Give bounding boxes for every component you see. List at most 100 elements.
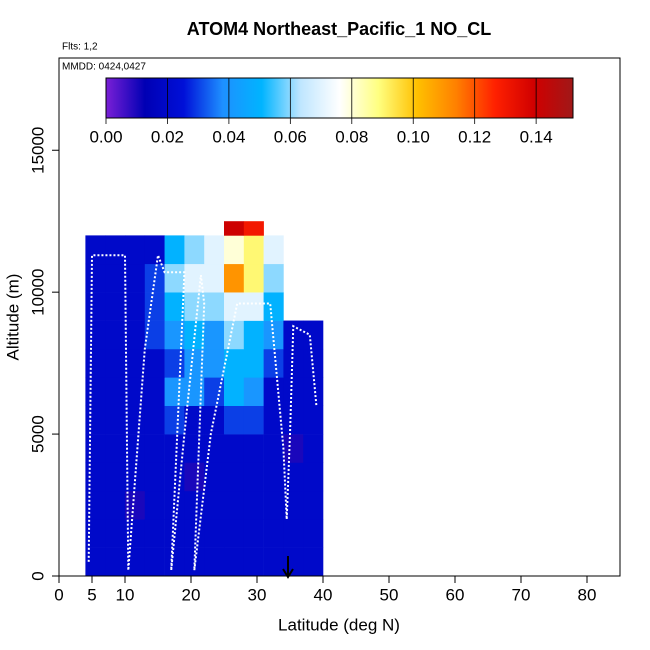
heatmap-cell — [164, 434, 185, 463]
heatmap-cell — [105, 434, 126, 463]
heatmap-cell — [144, 348, 165, 378]
heatmap-cell — [144, 547, 165, 577]
x-tick-label: 60 — [446, 585, 465, 604]
heatmap-cell — [125, 377, 146, 406]
heatmap-cell — [263, 462, 284, 492]
heatmap-cell — [164, 490, 185, 520]
heatmap-cell — [164, 348, 185, 378]
heatmap-cell — [303, 519, 324, 548]
heatmap-cell — [224, 348, 245, 378]
chart-title: ATOM4 Northeast_Pacific_1 NO_CL — [187, 19, 491, 39]
heatmap-cell — [105, 292, 126, 321]
heatmap-cell — [85, 348, 106, 378]
heatmap-cell — [224, 462, 245, 492]
heatmap-cell — [105, 405, 126, 435]
x-tick-label: 40 — [314, 585, 333, 604]
heatmap-cell — [243, 292, 264, 321]
heatmap-cell — [144, 377, 165, 406]
heatmap-cell — [243, 434, 264, 463]
heatmap-cell — [105, 547, 126, 577]
heatmap-cell — [224, 490, 245, 520]
heatmap-cell — [303, 490, 324, 520]
heatmap-cell — [243, 519, 264, 548]
heatmap-cell — [105, 348, 126, 378]
heatmap-cell — [105, 263, 126, 293]
colorbar-tick-label: 0.10 — [397, 127, 430, 146]
colorbar-tick-label: 0.02 — [151, 127, 184, 146]
heatmap-cell — [283, 348, 304, 378]
heatmap-cell — [243, 547, 264, 577]
y-tick-label: 10000 — [28, 269, 47, 316]
heatmap-cell — [85, 519, 106, 548]
heatmap-cell — [164, 377, 185, 406]
heatmap-cell — [164, 263, 185, 293]
heatmap-cell — [224, 405, 245, 435]
heatmap-cell — [263, 434, 284, 463]
heatmap-cell — [85, 405, 106, 435]
heatmap-cell — [224, 547, 245, 577]
heatmap-cell — [184, 235, 205, 265]
heatmap-cell — [204, 547, 225, 577]
heatmap-cell — [85, 547, 106, 577]
heatmap-cell — [85, 377, 106, 406]
heatmap-cell — [105, 320, 126, 350]
heatmap-cell — [85, 263, 106, 293]
heatmap-cell — [85, 490, 106, 520]
heatmap-cell — [263, 547, 284, 577]
heatmap-cell — [303, 320, 324, 350]
heatmap-cell — [204, 292, 225, 321]
heatmap-cell — [224, 519, 245, 548]
heatmap-cell — [224, 292, 245, 321]
heatmap-cell — [243, 235, 264, 265]
x-tick-label: 50 — [380, 585, 399, 604]
heatmap-cell — [263, 519, 284, 548]
heatmap-cell — [125, 405, 146, 435]
heatmap-cell — [263, 263, 284, 293]
x-tick-label: 10 — [116, 585, 135, 604]
heatmap-cell — [224, 263, 245, 293]
heatmap-cell — [164, 547, 185, 577]
heatmap-cell — [144, 292, 165, 321]
colorbar-tick-label: 0.12 — [458, 127, 491, 146]
heatmap-cell — [125, 292, 146, 321]
heatmap-cell — [224, 434, 245, 463]
arrow — [282, 556, 294, 579]
heatmap-cell — [204, 377, 225, 406]
heatmap-cell — [125, 235, 146, 265]
heatmap-cell — [263, 235, 284, 265]
heatmap-cell — [125, 320, 146, 350]
heatmap-cell — [263, 292, 284, 321]
heatmap-cell — [105, 519, 126, 548]
heatmap-cell — [263, 405, 284, 435]
heatmap-cell — [125, 263, 146, 293]
heatmap-cell — [144, 434, 165, 463]
heatmap-cell — [263, 490, 284, 520]
heatmap-cell — [144, 235, 165, 265]
heatmap-cell — [243, 377, 264, 406]
heatmap-cell — [105, 235, 126, 265]
heatmap-cell — [85, 434, 106, 463]
y-tick-label: 5000 — [28, 415, 47, 453]
heatmap-cell — [164, 405, 185, 435]
heatmap-cell — [204, 462, 225, 492]
heatmap-cell — [125, 348, 146, 378]
y-axis-label: Altitude (m) — [3, 274, 22, 361]
heatmap-cell — [204, 490, 225, 520]
heatmap-cell — [105, 462, 126, 492]
heatmap-cell — [263, 320, 284, 350]
heatmap-cell — [204, 405, 225, 435]
heatmap-cell — [85, 462, 106, 492]
colorbar-tick-label: 0.00 — [89, 127, 122, 146]
heatmap-cell — [303, 462, 324, 492]
heatmap-cell — [85, 292, 106, 321]
heatmap-cell — [283, 377, 304, 406]
heatmap-cell — [303, 547, 324, 577]
heatmap-cell — [144, 405, 165, 435]
heatmap-cell — [283, 405, 304, 435]
heatmap-cell — [204, 519, 225, 548]
heatmap-cell — [263, 348, 284, 378]
heatmap-cell — [204, 320, 225, 350]
heatmap-cell — [144, 320, 165, 350]
heatmap-cell — [184, 263, 205, 293]
heatmap-cell — [125, 547, 146, 577]
